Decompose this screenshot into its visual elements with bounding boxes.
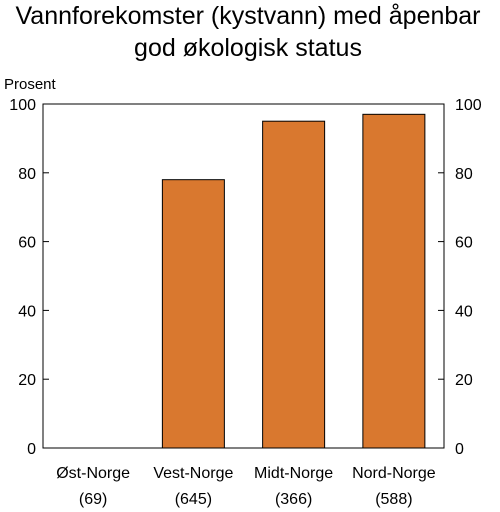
chart-title-line-1: Vannforekomster (kystvann) med åpenbar: [15, 2, 480, 30]
y-tick-label-left-100: 100: [9, 97, 36, 114]
plot-frame: [42, 103, 445, 449]
category-label: Vest-Norge: [153, 465, 233, 482]
y-axis-unit-label: Prosent: [4, 76, 57, 93]
category-count-label: (69): [79, 491, 107, 508]
category-count-label: (366): [275, 491, 312, 508]
category-label: Midt-Norge: [254, 465, 333, 482]
bar-midt-norge: [262, 120, 326, 449]
ticks-group: 0 0 20 20 40 40 60 60 80 80 100 100: [9, 97, 482, 458]
y-tick-label-right-100: 100: [455, 97, 482, 114]
y-tick-label-left-80: 80: [18, 166, 36, 183]
y-tick-label-right-60: 60: [455, 235, 473, 252]
y-tick-label-right-20: 20: [455, 372, 473, 389]
y-tick-label-left-60: 60: [18, 235, 36, 252]
y-tick-label-right-80: 80: [455, 166, 473, 183]
category-label: Øst-Norge: [56, 465, 130, 482]
category-labels-group: Øst-Norge (69) Vest-Norge (645) Midt-Norge (3…: [56, 465, 436, 508]
y-tick-label-right-40: 40: [455, 303, 473, 320]
y-tick-label-left-40: 40: [18, 303, 36, 320]
y-tick-label-left-0: 0: [27, 441, 36, 458]
chart-title-line-2: god økologisk status: [134, 34, 362, 62]
bars-group: [161, 113, 426, 449]
y-tick-label-left-20: 20: [18, 372, 36, 389]
bar-vest-norge: [161, 179, 225, 449]
category-count-label: (588): [375, 491, 412, 508]
y-tick-label-right-0: 0: [455, 441, 464, 458]
category-label: Nord-Norge: [352, 465, 436, 482]
bar-nord-norge: [362, 113, 426, 449]
category-count-label: (645): [175, 491, 212, 508]
